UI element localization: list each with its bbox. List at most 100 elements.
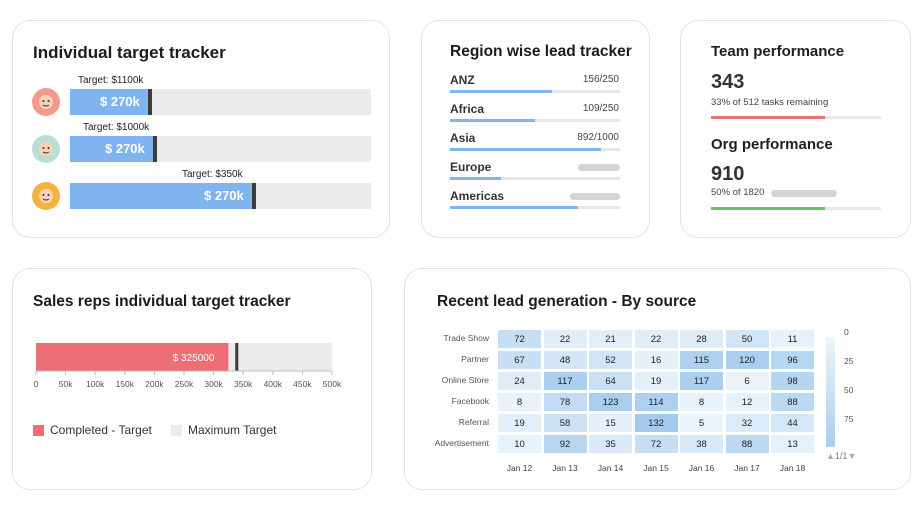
target-progress-track: $ 270k bbox=[70, 89, 371, 115]
heatmap-cell[interactable]: 98 bbox=[770, 371, 815, 391]
heatmap-cell[interactable]: 88 bbox=[770, 392, 815, 412]
pager-down-icon[interactable]: ▼ bbox=[847, 451, 857, 461]
heatmap-cell[interactable]: 48 bbox=[542, 350, 588, 370]
org-performance-fill bbox=[711, 207, 825, 210]
heatmap-cell[interactable]: 12 bbox=[724, 392, 770, 412]
heatmap-pager[interactable]: ▲1/1▼ bbox=[826, 451, 856, 461]
heatmap-cell[interactable]: 13 bbox=[770, 434, 815, 454]
team-performance-value: 343 bbox=[711, 71, 745, 93]
heatmap-cell[interactable]: 19 bbox=[633, 371, 679, 391]
heatmap-cell[interactable]: 35 bbox=[588, 434, 633, 454]
card-title: Recent lead generation - By source bbox=[437, 293, 697, 310]
heatmap-cell[interactable]: 8 bbox=[679, 392, 724, 412]
target-marker bbox=[235, 343, 239, 371]
heatmap-cell[interactable]: 120 bbox=[724, 350, 770, 370]
heatmap-cell[interactable]: 114 bbox=[633, 392, 679, 412]
org-performance-value: 910 bbox=[711, 163, 745, 185]
pager-up-icon[interactable]: ▲ bbox=[826, 451, 835, 461]
heatmap-cell[interactable]: 16 bbox=[633, 350, 679, 370]
target-value-label: $ 270k bbox=[105, 141, 145, 156]
region-name: Africa bbox=[450, 102, 485, 116]
heatmap-cell[interactable]: 96 bbox=[770, 350, 815, 370]
x-tick-label: 400k bbox=[264, 379, 283, 389]
avatar-orange-icon bbox=[32, 182, 60, 210]
heatmap-cell[interactable]: 58 bbox=[542, 413, 588, 433]
heatmap-row-label: Online Store bbox=[441, 375, 489, 385]
performance-card: Team performance 343 33% of 512 tasks re… bbox=[680, 20, 911, 238]
x-tick-label: 500k bbox=[323, 379, 342, 389]
legend-label-maximum: Maximum Target bbox=[188, 423, 277, 437]
avatar-red-hair-icon bbox=[32, 88, 60, 116]
legend-swatch-maximum bbox=[171, 425, 182, 436]
target-progress-track: $ 270k bbox=[70, 136, 371, 162]
heatmap-row-label: Trade Show bbox=[443, 333, 489, 343]
heatmap-cell[interactable]: 8 bbox=[497, 392, 542, 412]
heatmap-cell[interactable]: 22 bbox=[542, 329, 588, 349]
region-value: 156/250 bbox=[582, 74, 619, 85]
heatmap-cell[interactable]: 115 bbox=[679, 350, 724, 370]
heatmap-cell[interactable]: 72 bbox=[497, 329, 542, 349]
region-value: 109/250 bbox=[582, 103, 619, 114]
heatmap-column-label: Jan 17 bbox=[734, 463, 760, 473]
heatmap-cell[interactable]: 6 bbox=[724, 371, 770, 391]
heatmap-cell[interactable]: 11 bbox=[770, 329, 815, 349]
heatmap-row-label: Facebook bbox=[451, 396, 489, 406]
target-marker bbox=[148, 89, 152, 115]
x-tick-label: 50k bbox=[59, 379, 73, 389]
region-name: Americas bbox=[450, 189, 505, 203]
target-progress-fill bbox=[70, 183, 254, 209]
heatmap-cell[interactable]: 52 bbox=[588, 350, 633, 370]
region-value-placeholder bbox=[578, 164, 620, 171]
heatmap-cell[interactable]: 5 bbox=[679, 413, 724, 433]
heatmap-cell[interactable]: 67 bbox=[497, 350, 542, 370]
completed-target-bar bbox=[36, 343, 229, 371]
heatmap-column-label: Jan 12 bbox=[506, 463, 533, 473]
heatmap-cell[interactable]: 19 bbox=[497, 413, 542, 433]
heatmap-cell[interactable]: 123 bbox=[588, 392, 633, 412]
heatmap-cell[interactable]: 92 bbox=[542, 434, 588, 454]
lead-generation-heatmap-card: Recent lead generation - By source Trade… bbox=[404, 268, 911, 490]
heatmap-cell[interactable]: 117 bbox=[679, 371, 724, 391]
team-performance-fill bbox=[711, 116, 825, 119]
heatmap-row-label: Partner bbox=[461, 354, 489, 364]
individual-target-tracker-card: Individual target tracker $ 270k Target: … bbox=[12, 20, 390, 238]
heatmap-cell[interactable]: 22 bbox=[633, 329, 679, 349]
heatmap-column-label: Jan 18 bbox=[779, 463, 806, 473]
heatmap-cell[interactable]: 28 bbox=[679, 329, 724, 349]
heatmap-cell[interactable]: 10 bbox=[497, 434, 542, 454]
target-label: Target: $1000k bbox=[83, 122, 150, 133]
pager-label: 1/1 bbox=[834, 451, 848, 461]
heatmap-cell[interactable]: 132 bbox=[633, 413, 679, 433]
heatmap-column-label: Jan 16 bbox=[688, 463, 715, 473]
heatmap-cell[interactable]: 15 bbox=[588, 413, 633, 433]
region-progress-fill bbox=[450, 148, 602, 151]
heatmap-cell[interactable]: 38 bbox=[679, 434, 724, 454]
color-scale-label: 0 bbox=[844, 327, 849, 337]
heatmap-cell[interactable]: 24 bbox=[497, 371, 542, 391]
region-value: 892/1000 bbox=[577, 132, 619, 143]
target-label: Target: $350k bbox=[182, 169, 243, 180]
heatmap-column-label: Jan 14 bbox=[597, 463, 624, 473]
heatmap-cell[interactable]: 44 bbox=[770, 413, 815, 433]
x-tick-label: 100k bbox=[86, 379, 105, 389]
region-progress-fill bbox=[450, 119, 535, 122]
org-performance-sub: 50% of 1820 bbox=[711, 187, 765, 198]
color-scale-label: 75 bbox=[844, 414, 854, 424]
x-tick-label: 450k bbox=[293, 379, 312, 389]
region-progress-track bbox=[450, 206, 620, 209]
region-progress-track bbox=[450, 90, 620, 93]
heatmap-column-label: Jan 15 bbox=[643, 463, 669, 473]
region-name: ANZ bbox=[450, 73, 475, 87]
heatmap-cell[interactable]: 21 bbox=[588, 329, 633, 349]
region-value-placeholder bbox=[570, 193, 620, 200]
heatmap-cell[interactable]: 72 bbox=[633, 434, 679, 454]
heatmap-cell[interactable]: 88 bbox=[724, 434, 770, 454]
heatmap-cell[interactable]: 32 bbox=[724, 413, 770, 433]
heatmap-cell[interactable]: 50 bbox=[724, 329, 770, 349]
heatmap-cell[interactable]: 78 bbox=[542, 392, 588, 412]
heatmap-cell[interactable]: 64 bbox=[588, 371, 633, 391]
target-progress-track: $ 270k bbox=[70, 183, 371, 209]
heatmap-cell[interactable]: 117 bbox=[542, 371, 588, 391]
target-value-label: $ 270k bbox=[204, 188, 244, 203]
card-title: Sales reps individual target tracker bbox=[33, 293, 291, 310]
